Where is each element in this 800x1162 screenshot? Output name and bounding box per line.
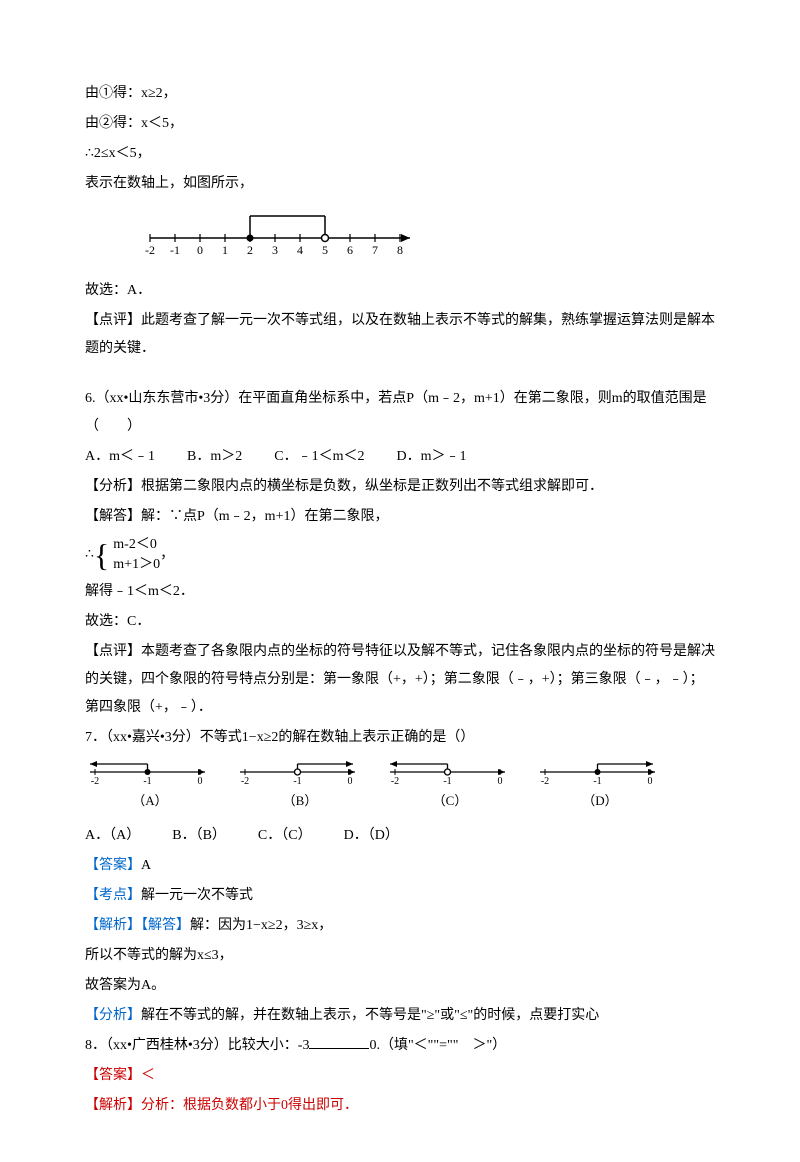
svg-text:-2: -2 [145, 243, 155, 256]
svg-text:-2: -2 [91, 776, 99, 786]
option-d: D．m＞﹣1 [396, 443, 466, 471]
answer-label: 【答案】 [85, 858, 141, 873]
brace-prefix: ∴ [85, 541, 94, 569]
svg-text:2: 2 [247, 243, 253, 256]
comment-text: 【点评】此题考查了解一元一次不等式组，以及在数轴上表示不等式的解集，熟练掌握运算… [85, 307, 715, 363]
answer-line: 【答案】A [85, 852, 715, 880]
fenxi-line: 【分析】解在不等式的解，并在数轴上表示，不等号是"≥"或"≤"的时候，点要打实心 [85, 1002, 715, 1030]
brace-eq2: m+1＞0 [113, 555, 160, 575]
q8-post: 0.（填"＜""="" ＞"） [369, 1038, 506, 1053]
svg-text:4: 4 [297, 243, 303, 256]
svg-text:0: 0 [198, 776, 203, 786]
option-d: D．（D） [344, 822, 399, 850]
text-line: 故答案为A。 [85, 972, 715, 1000]
option-label: （A） [85, 788, 215, 814]
question-header: 7．（xx•嘉兴•3分）不等式1−x≥2的解在数轴上表示正确的是（） [85, 724, 715, 752]
svg-text:8: 8 [397, 243, 403, 256]
option-label: （B） [235, 788, 365, 814]
option-c: C．﹣1＜m＜2 [274, 443, 364, 471]
svg-text:-1: -1 [293, 776, 301, 786]
options-row: A．m＜﹣1 B．m＞2 C．﹣1＜m＜2 D．m＞﹣1 [85, 443, 715, 471]
text-line: ∴2≤x＜5， [85, 140, 715, 168]
option-a: A．m＜﹣1 [85, 443, 155, 471]
svg-text:-2: -2 [391, 776, 399, 786]
option-a: A．（A） [85, 822, 140, 850]
jiexi-line: 【解析】【解答】解：因为1−x≥2，3≥x， [85, 912, 715, 940]
svg-text:-1: -1 [443, 776, 451, 786]
text-line: 表示在数轴上，如图所示， [85, 170, 715, 198]
brace-icon: { [94, 539, 109, 571]
text-line: 故选：A． [85, 277, 715, 305]
svg-text:0: 0 [498, 776, 503, 786]
solve-text: 解得﹣1＜m＜2． [85, 578, 715, 606]
answer-label: 【答案】 [85, 1068, 141, 1083]
fenxi-label: 【分析】 [85, 1008, 141, 1023]
option-diagram-d: -2 -1 0 （D） [535, 760, 665, 814]
text-line: 由②得：x＜5， [85, 110, 715, 138]
svg-text:-1: -1 [170, 243, 180, 256]
comment-text: 【点评】本题考查了各象限内点的坐标的符号特征以及解不等式，记住各象限内点的坐标的… [85, 638, 715, 722]
svg-text:6: 6 [347, 243, 353, 256]
svg-text:0: 0 [648, 776, 653, 786]
answer-value: A [141, 858, 151, 873]
number-line-diagram: -2 -1 0 1 2 3 4 5 6 7 8 [145, 208, 425, 267]
answer-line: 【答案】＜ [85, 1062, 715, 1090]
svg-text:-2: -2 [541, 776, 549, 786]
text-line: 所以不等式的解为x≤3， [85, 942, 715, 970]
jieda-label: 【解答】 [141, 918, 190, 933]
option-diagram-a: -2 -1 0 （A） [85, 760, 215, 814]
kaodian-label: 【考点】 [85, 888, 141, 903]
svg-text:-1: -1 [593, 776, 601, 786]
jiexi-text: 分析：根据负数都小于0得出即可． [141, 1098, 358, 1113]
jieda-text: 解：因为1−x≥2，3≥x， [190, 918, 332, 933]
blank-line [309, 1035, 369, 1049]
svg-text:5: 5 [322, 243, 328, 256]
solve-text: 【解答】解：∵点P（m﹣2，m+1）在第二象限， [85, 503, 715, 531]
kaodian-value: 解一元一次不等式 [141, 888, 253, 903]
options-row: A．（A） B．（B） C．（C） D．（D） [85, 822, 715, 850]
question-header: 6.（xx•山东东营市•3分）在平面直角坐标系中，若点P（m﹣2，m+1）在第二… [85, 385, 715, 441]
option-b: B．m＞2 [187, 443, 242, 471]
svg-text:7: 7 [372, 243, 378, 256]
svg-text:0: 0 [197, 243, 203, 256]
brace-eq1: m-2＜0 [113, 535, 160, 555]
svg-text:0: 0 [348, 776, 353, 786]
option-label: （D） [535, 788, 665, 814]
option-label: （C） [385, 788, 515, 814]
jiexi-label: 【解析】 [85, 1098, 141, 1113]
option-b: B．（B） [172, 822, 226, 850]
numberline-options: -2 -1 0 （A） -2 -1 0 （B） -2 -1 0 （C） -2 -1 0 （D） [85, 760, 715, 814]
kaodian-line: 【考点】解一元一次不等式 [85, 882, 715, 910]
jiexi-label: 【解析】 [85, 918, 141, 933]
answer-value: ＜ [141, 1068, 155, 1083]
option-c: C．（C） [258, 822, 312, 850]
svg-text:1: 1 [222, 243, 228, 256]
solve-text: 故选：C． [85, 608, 715, 636]
analysis-text: 【分析】根据第二象限内点的横坐标是负数，纵坐标是正数列出不等式组求解即可． [85, 473, 715, 501]
fenxi-text: 解在不等式的解，并在数轴上表示，不等号是"≥"或"≤"的时候，点要打实心 [141, 1008, 599, 1023]
svg-text:-1: -1 [143, 776, 151, 786]
question-header: 8．（xx•广西桂林•3分）比较大小：-3 0.（填"＜""="" ＞"） [85, 1032, 715, 1060]
equation-system: ∴ { m-2＜0 m+1＞0 ， [85, 535, 715, 574]
svg-text:-2: -2 [241, 776, 249, 786]
text-line: 由①得：x≥2， [85, 80, 715, 108]
option-diagram-c: -2 -1 0 （C） [385, 760, 515, 814]
brace-suffix: ， [160, 541, 174, 569]
q8-pre: 8．（xx•广西桂林•3分）比较大小：-3 [85, 1038, 309, 1053]
jiexi-line: 【解析】分析：根据负数都小于0得出即可． [85, 1092, 715, 1120]
option-diagram-b: -2 -1 0 （B） [235, 760, 365, 814]
svg-text:3: 3 [272, 243, 278, 256]
